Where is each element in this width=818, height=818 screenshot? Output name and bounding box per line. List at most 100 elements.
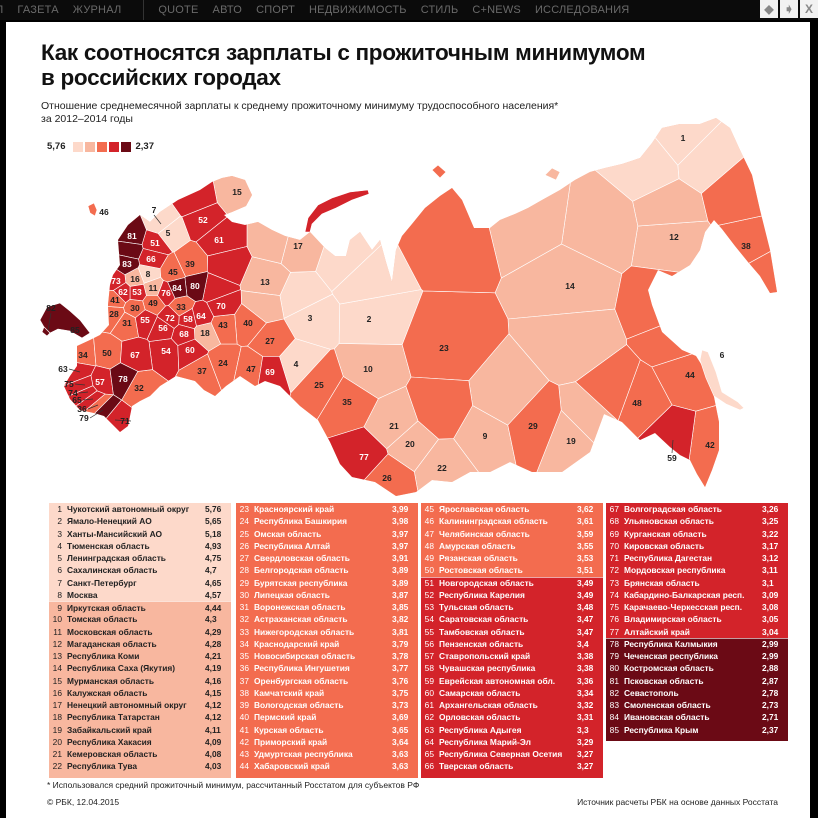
- island-23[interactable]: [431, 164, 447, 179]
- table-row: 71 Республика Дагестан 3,12: [606, 552, 788, 565]
- region-name: Санкт-Петербург: [67, 577, 137, 588]
- nav-item[interactable]: АВТО: [212, 4, 243, 16]
- region-label: 27: [265, 336, 275, 346]
- region-71[interactable]: [38, 399, 218, 500]
- region-name: Кабардино-Балкарская респ.: [624, 589, 745, 600]
- table-row: 41 Курская область 3,65: [236, 723, 418, 736]
- gallery-controls: ◆ ➧ X: [760, 0, 818, 18]
- ratio-value: 3,64: [392, 736, 409, 747]
- region-name: Архангельская область: [439, 700, 538, 711]
- region-label: 32: [134, 383, 144, 393]
- ratio-value: 3,29: [577, 736, 594, 747]
- nav-item[interactable]: НЕДВИЖИМОСТЬ: [309, 4, 407, 16]
- table-row: 60 Самарская область 3,34: [421, 686, 603, 699]
- ratio-value: 4,09: [205, 736, 222, 747]
- rank: 6: [57, 565, 62, 576]
- rank: 36: [239, 663, 249, 674]
- region-72[interactable]: [156, 305, 180, 329]
- table-row: 73 Брянская область 3,1: [606, 576, 788, 589]
- ratio-value: 4,19: [205, 663, 222, 674]
- legend-swatch: [96, 141, 107, 152]
- rank: 47: [424, 528, 434, 539]
- nav-item[interactable]: Л: [0, 4, 3, 16]
- rank: 70: [609, 540, 619, 551]
- region-name: Ленинградская область: [67, 553, 166, 564]
- ratio-value: 4,12: [205, 712, 222, 723]
- rank: 56: [424, 638, 434, 649]
- table-row: 69 Курганская область 3,22: [606, 527, 788, 540]
- region-name: Амурская область: [439, 540, 516, 551]
- ratio-value: 3,98: [392, 516, 409, 527]
- ratio-value: 3,3: [577, 724, 589, 735]
- region-name: Пермский край: [254, 712, 317, 723]
- table-row: 27 Свердловская область 3,91: [236, 552, 418, 565]
- region-label: 11: [149, 283, 158, 293]
- nav-item[interactable]: QUOTE: [158, 4, 199, 16]
- region-65[interactable]: [20, 390, 106, 466]
- region-name: Псковская область: [624, 675, 704, 686]
- nav-item[interactable]: ИССЛЕДОВАНИЯ: [534, 4, 630, 16]
- region-82[interactable]: [41, 326, 51, 337]
- region-label: 74: [68, 388, 78, 398]
- ratio-value: 3,47: [577, 614, 594, 625]
- region-48[interactable]: [575, 344, 641, 422]
- table-row: 17 Ненецкий автономный округ 4,12: [49, 699, 231, 712]
- ratio-value: 3,08: [762, 602, 779, 613]
- region-79[interactable]: [20, 394, 122, 500]
- region-77[interactable]: [239, 426, 389, 500]
- region-52[interactable]: [98, 100, 218, 218]
- table-column: 23 Красноярский край 3,99 24 Республика Башк…: [236, 503, 418, 778]
- rank: 64: [424, 736, 434, 747]
- region-label: 39: [185, 259, 195, 269]
- rank: 23: [239, 504, 249, 515]
- table-row: 56 Пензенская область 3,4: [421, 637, 603, 650]
- island-14[interactable]: [544, 167, 561, 181]
- rank: 79: [609, 651, 619, 662]
- ratio-value: 3,09: [762, 589, 779, 600]
- region-label: 77: [359, 452, 369, 462]
- region-70[interactable]: [202, 272, 241, 303]
- table-row: 42 Приморский край 3,64: [236, 735, 418, 748]
- rank: 75: [609, 602, 619, 613]
- ratio-value: 3,73: [392, 700, 409, 711]
- region-61-novaya-zemlya[interactable]: [304, 189, 370, 233]
- prev-arrow-icon[interactable]: ◆: [760, 0, 778, 18]
- table-row: 23 Красноярский край 3,99: [236, 503, 418, 516]
- ratio-value: 3,53: [577, 553, 594, 564]
- region-label: 45: [168, 267, 178, 277]
- region-label: 17: [293, 241, 303, 251]
- nav-item[interactable]: СТИЛЬ: [420, 4, 459, 16]
- region-label: 12: [669, 232, 679, 242]
- leader-line: [671, 439, 674, 454]
- region-23[interactable]: [405, 376, 473, 440]
- rank: 71: [609, 553, 619, 564]
- region-44[interactable]: [614, 265, 718, 340]
- region-12[interactable]: [632, 178, 709, 227]
- table-row: 15 Мурманская область 4,16: [49, 674, 231, 687]
- nav-item[interactable]: СПОРТ: [256, 4, 296, 16]
- rank: 83: [609, 700, 619, 711]
- nav-item[interactable]: ГАЗЕТА: [17, 4, 59, 16]
- region-name: Ханты-Мансийский АО: [67, 528, 163, 539]
- region-name: Томская область: [67, 614, 138, 625]
- next-arrow-icon[interactable]: ➧: [780, 0, 798, 18]
- region-84[interactable]: [167, 277, 188, 299]
- table-row: 18 Республика Татарстан 4,12: [49, 711, 231, 724]
- close-icon[interactable]: X: [800, 0, 818, 18]
- ratio-value: 2,88: [762, 663, 779, 674]
- region-label: 65: [72, 395, 82, 405]
- region-label: 75: [64, 379, 74, 389]
- rank: 4: [57, 540, 62, 551]
- legend-swatch: [84, 141, 95, 152]
- table-row: 79 Чеченская республика 2,99: [606, 650, 788, 663]
- region-73[interactable]: [20, 221, 127, 291]
- region-46[interactable]: [87, 202, 98, 217]
- rank: 28: [239, 565, 249, 576]
- nav-item[interactable]: ЖУРНАЛ: [72, 4, 122, 16]
- region-6[interactable]: [699, 349, 745, 411]
- nav-item[interactable]: C+NEWS: [472, 4, 521, 16]
- region-81[interactable]: [20, 100, 147, 245]
- rank: 81: [609, 675, 619, 686]
- region-36[interactable]: [20, 393, 114, 489]
- table-row: 72 Мордовская республика 3,11: [606, 564, 788, 577]
